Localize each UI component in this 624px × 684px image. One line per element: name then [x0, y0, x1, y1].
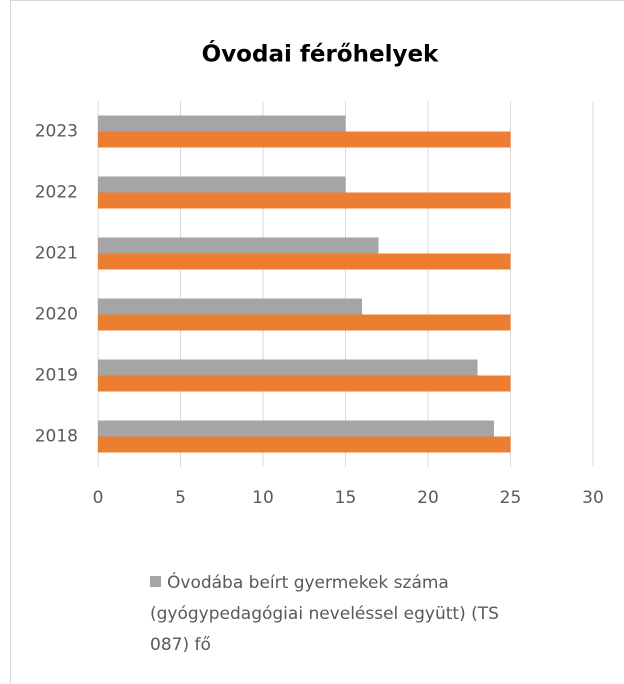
bar — [98, 420, 494, 437]
legend-label: Óvodába beírt gyermekek száma (gyógypeda… — [150, 573, 499, 655]
x-tick-label: 10 — [252, 488, 274, 508]
bar — [98, 375, 511, 392]
bar — [98, 237, 379, 254]
x-tick-label: 30 — [582, 488, 604, 508]
x-tick-label: 5 — [175, 488, 186, 508]
y-tick-label: 2023 — [35, 122, 78, 142]
y-tick-label: 2018 — [35, 427, 78, 447]
x-tick-label: 15 — [335, 488, 357, 508]
y-tick-label: 2019 — [35, 366, 78, 386]
bar — [98, 436, 511, 453]
legend: Óvodába beírt gyermekek száma (gyógypeda… — [150, 568, 530, 661]
bar — [98, 359, 478, 376]
bar — [98, 253, 511, 270]
y-tick-label: 2021 — [35, 244, 78, 264]
y-tick-label: 2020 — [35, 305, 78, 325]
bar — [98, 176, 346, 193]
x-tick-label: 25 — [500, 488, 522, 508]
bar — [98, 192, 511, 209]
legend-item: Óvodába beírt gyermekek száma (gyógypeda… — [150, 568, 530, 661]
x-tick-label: 20 — [417, 488, 439, 508]
bar — [98, 314, 511, 331]
bar — [98, 115, 346, 132]
bar — [98, 298, 362, 315]
chart-title: Óvodai férőhelyek — [202, 40, 439, 68]
legend-swatch — [150, 576, 161, 587]
chart-border — [10, 0, 624, 684]
y-tick-label: 2022 — [35, 183, 78, 203]
x-tick-label: 0 — [93, 488, 104, 508]
bar — [98, 131, 511, 148]
